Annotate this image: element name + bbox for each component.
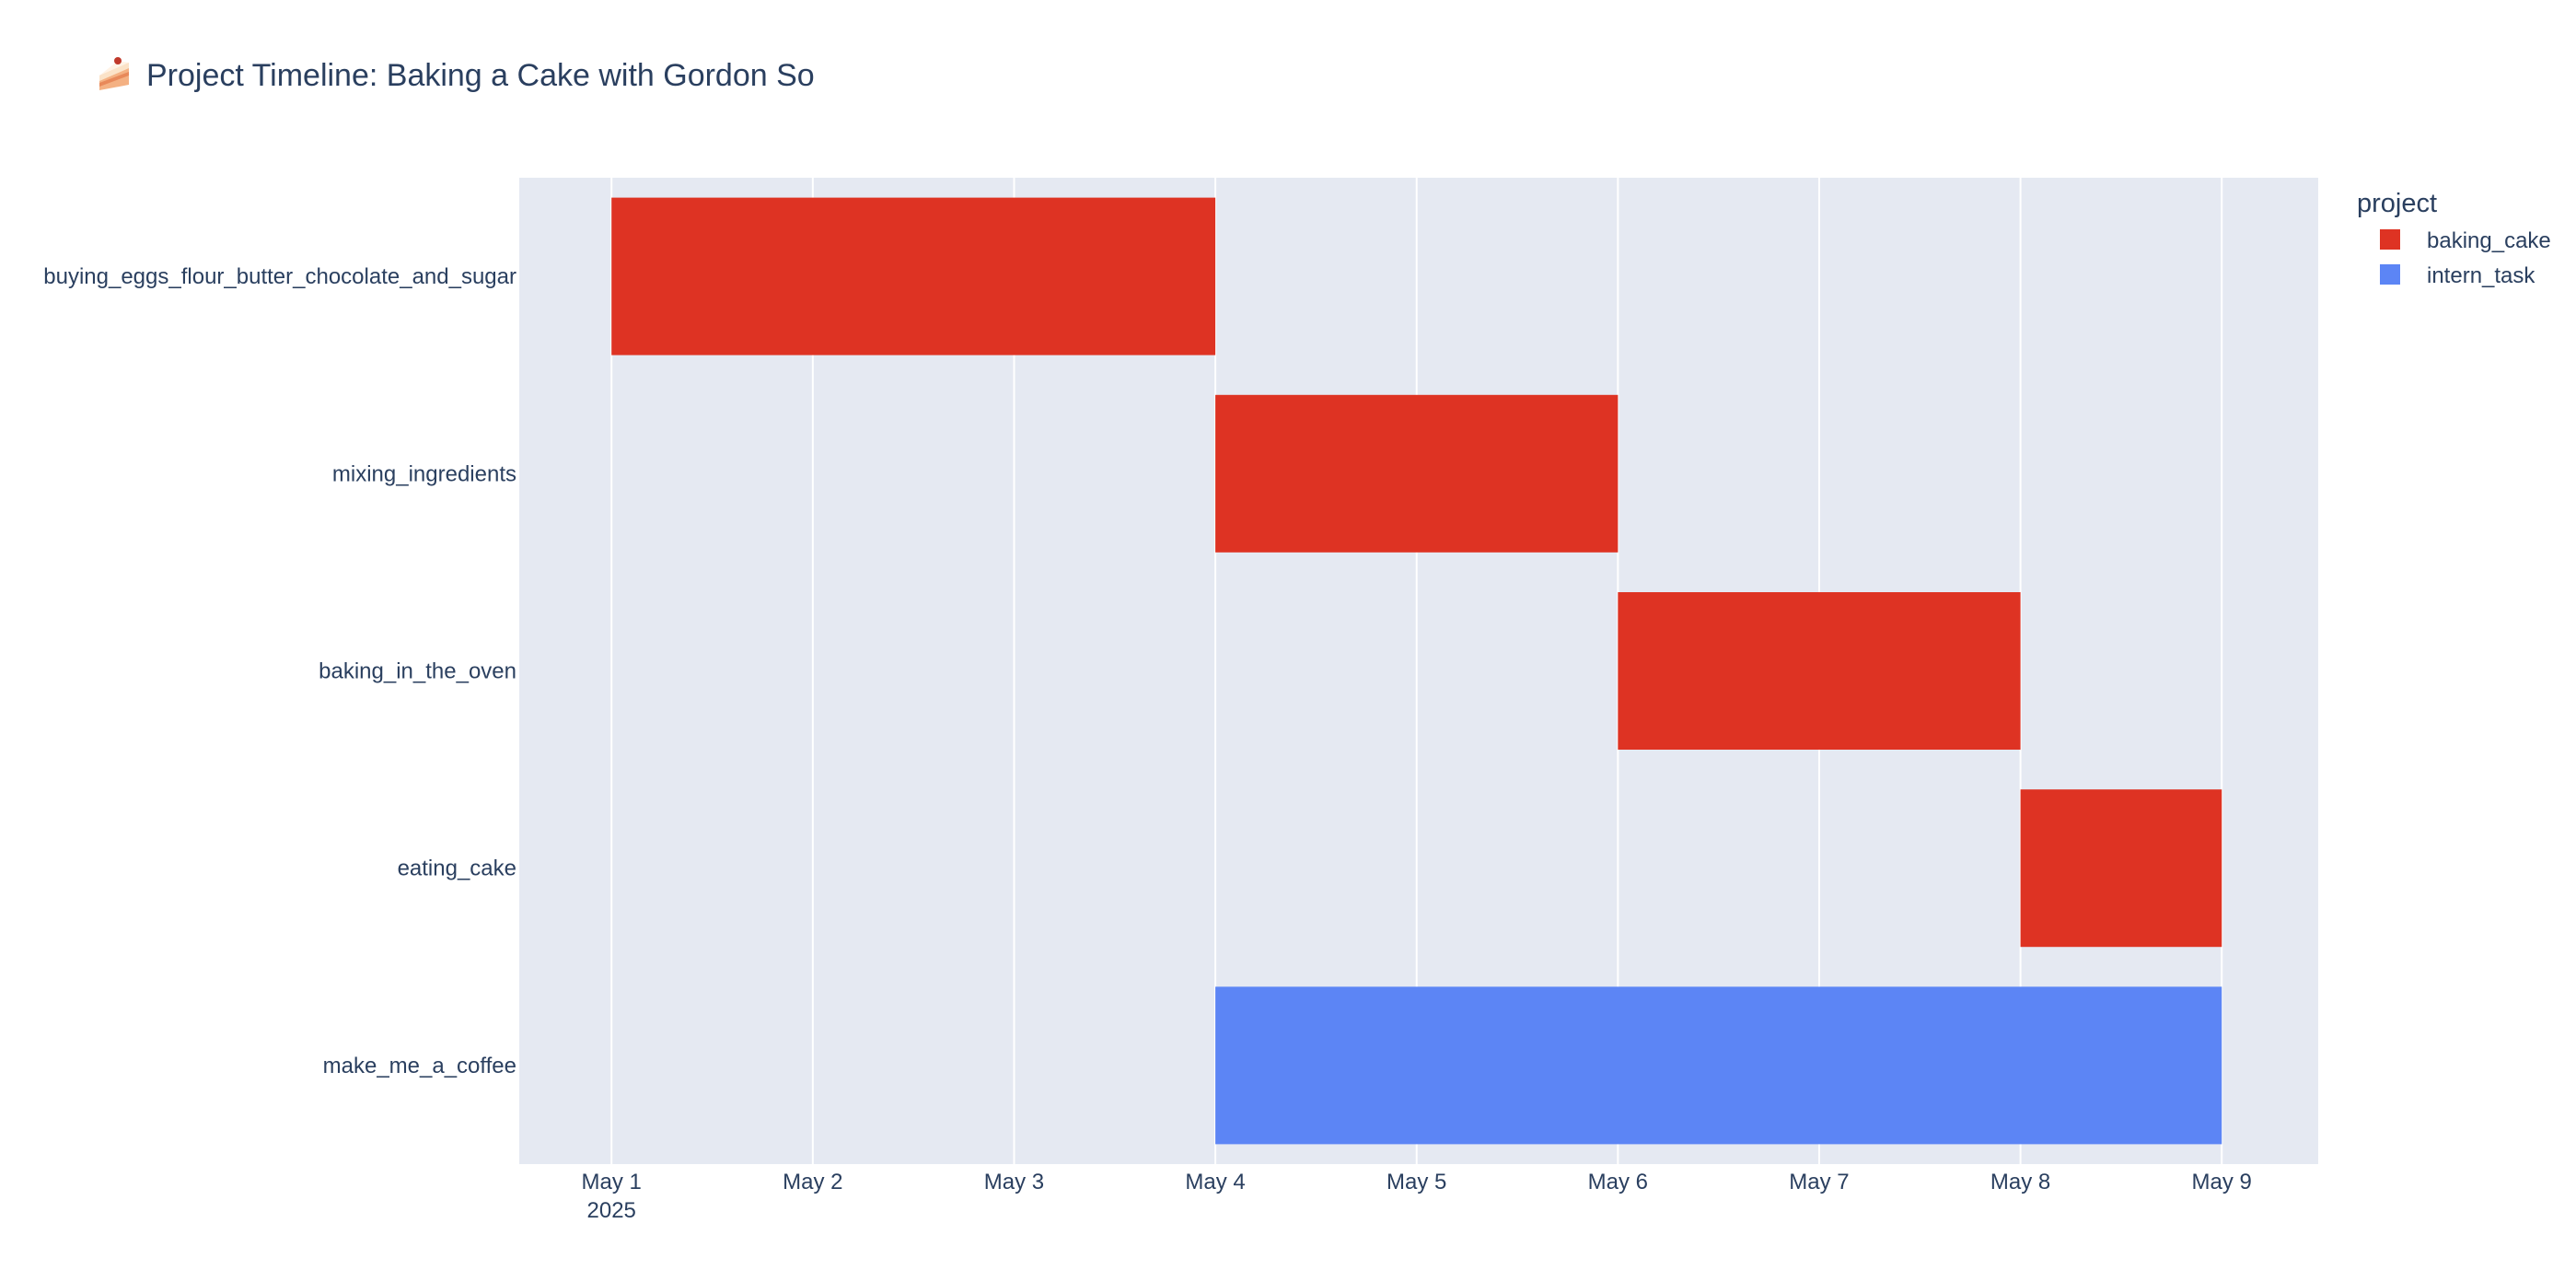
y-tick-label: eating_cake: [398, 856, 516, 881]
x-tick-label: May 1: [582, 1170, 642, 1194]
x-tick-label: May 8: [1990, 1170, 2050, 1194]
task-bar: [611, 197, 1216, 355]
x-tick-label: May 4: [1185, 1170, 1245, 1194]
task-bar: [1215, 394, 1619, 553]
task-bars: [611, 197, 2222, 1145]
chart-title-group: Project Timeline: Baking a Cake with Gor…: [99, 57, 815, 93]
x-tick-label: May 5: [1387, 1170, 1446, 1194]
x-tick-label: May 3: [984, 1170, 1044, 1194]
chart-title: Project Timeline: Baking a Cake with Gor…: [146, 58, 815, 93]
x-tick-label: May 7: [1789, 1170, 1849, 1194]
x-tick-label: May 6: [1588, 1170, 1648, 1194]
y-tick-label: make_me_a_coffee: [323, 1054, 516, 1078]
legend-label: intern_task: [2427, 263, 2535, 288]
task-bar: [1618, 592, 2021, 750]
y-tick-label: baking_in_the_oven: [319, 659, 516, 684]
y-tick-label: buying_eggs_flour_butter_chocolate_and_s…: [43, 264, 516, 289]
x-tick-label: May 9: [2192, 1170, 2252, 1194]
task-bar: [2020, 789, 2222, 948]
x-tick-label: May 2: [783, 1170, 842, 1194]
legend-swatch: [2380, 264, 2400, 285]
legend-swatch: [2380, 229, 2400, 250]
legend-title: project: [2357, 189, 2437, 218]
x-axis-year-label: 2025: [587, 1198, 636, 1223]
y-tick-label: mixing_ingredients: [332, 461, 516, 486]
cake-slice-icon: [99, 57, 129, 90]
x-axis-tick-labels: May 1 May 2 May 3 May 4 May 5 May 6 May 7 May 8…: [582, 1170, 2252, 1194]
y-axis-tick-labels: buying_eggs_flour_butter_chocolate_and_s…: [43, 264, 516, 1078]
task-bar: [1215, 986, 2222, 1145]
legend-label: baking_cake: [2427, 228, 2551, 253]
legend-items: baking_cake intern_task: [2380, 228, 2551, 288]
legend: project baking_cake intern_task: [2357, 189, 2551, 288]
